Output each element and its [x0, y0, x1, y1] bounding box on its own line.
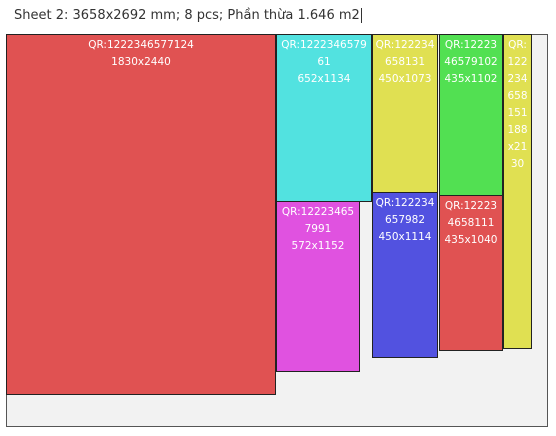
piece-qr: QR:122234657961: [281, 39, 367, 68]
piece-size: 435x1102: [444, 73, 498, 85]
piece-qr: QR:122234657991: [281, 206, 355, 235]
piece: QR:1222346577124 1830x2440: [6, 34, 276, 395]
piece-qr: QR:122234658131: [375, 39, 435, 68]
piece-size: 572x1152: [291, 240, 345, 252]
piece-qr: QR:122234658111: [444, 200, 498, 229]
piece-size: 450x1114: [378, 231, 432, 243]
piece: QR:122234658131 450x1073: [372, 34, 438, 193]
piece: QR:122234657982 450x1114: [372, 192, 438, 358]
title-text: Sheet 2: 3658x2692 mm; 8 pcs; Phần thừa …: [14, 8, 362, 23]
piece: QR:122234658151 188x2130: [503, 34, 532, 349]
piece-size: 450x1073: [378, 73, 432, 85]
piece: QR:1222346579102 435x1102: [439, 34, 503, 196]
piece-qr: QR:1222346579102: [444, 39, 498, 68]
sheet-title: Sheet 2: 3658x2692 mm; 8 pcs; Phần thừa …: [14, 8, 362, 23]
piece-size: 1830x2440: [111, 56, 171, 68]
piece-size: 435x1040: [444, 234, 498, 246]
piece: QR:122234657961 652x1134: [276, 34, 372, 202]
piece-size: 188x2130: [507, 124, 528, 170]
piece-qr: QR:122234657982: [375, 197, 435, 226]
piece-qr: QR:1222346577124: [88, 39, 194, 51]
piece-qr: QR:122234658151: [507, 39, 528, 119]
piece-size: 652x1134: [297, 73, 351, 85]
piece: QR:122234658111 435x1040: [439, 195, 503, 351]
piece: QR:122234657991 572x1152: [276, 201, 360, 372]
